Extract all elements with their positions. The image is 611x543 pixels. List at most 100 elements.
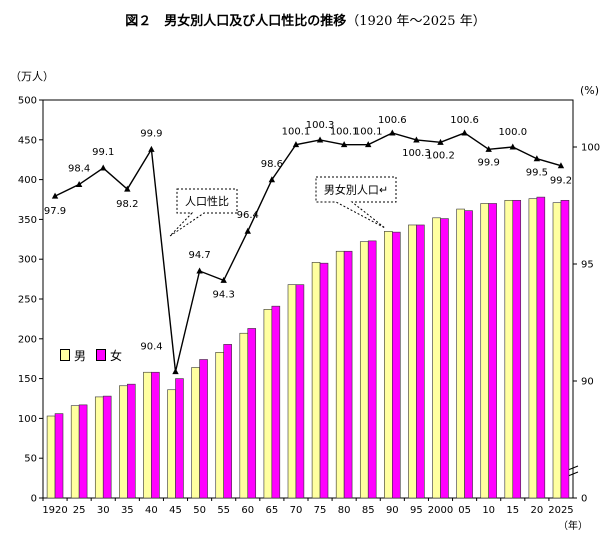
ratio-marker [485, 145, 492, 152]
left-tick-label: 200 [18, 334, 37, 345]
bar-male [359, 241, 369, 499]
left-tick-label: 50 [24, 454, 37, 465]
ratio-data-label: 99.2 [550, 176, 572, 187]
bar-male [94, 396, 104, 499]
bar-male [191, 367, 200, 499]
ratio-marker [196, 267, 203, 274]
axis-break-mark [567, 465, 579, 477]
left-tick-label: 100 [18, 414, 37, 425]
left-tick-label: 350 [18, 215, 37, 226]
ratio-marker [340, 141, 348, 148]
ratio-data-label: 100.1 [330, 127, 359, 138]
bar-female [102, 395, 112, 499]
ratio-marker [533, 155, 541, 162]
left-tick-label: 450 [18, 135, 37, 146]
ratio-marker [557, 162, 565, 169]
ratio-data-label: 96.4 [237, 210, 259, 221]
bar-female [488, 203, 497, 499]
left-tick-label: 500 [18, 96, 37, 107]
x-tick-label: 60 [241, 505, 254, 516]
ratio-data-label: 100.3 [402, 148, 431, 159]
x-tick-label: 65 [265, 505, 278, 516]
ratio-data-label: 100.3 [306, 120, 335, 131]
bar-female [223, 344, 232, 499]
x-tick-label: 50 [193, 505, 206, 516]
ratio-data-label: 90.4 [140, 342, 162, 353]
ratio-marker [244, 227, 251, 234]
bar-female [175, 378, 184, 499]
x-tick-label: 30 [97, 505, 110, 516]
bar-female [271, 305, 281, 499]
x-tick-label: 45 [169, 505, 182, 516]
bar-female [416, 224, 425, 499]
ratio-marker [509, 143, 516, 150]
x-tick-label: 25 [73, 505, 86, 516]
legend-swatch-female [96, 349, 107, 361]
bar-male [70, 405, 80, 499]
ratio-marker [148, 145, 155, 152]
bar-male [432, 217, 441, 499]
right-tick-label: 0 [581, 494, 587, 505]
ratio-marker [75, 180, 83, 187]
ratio-data-label: 97.9 [44, 206, 66, 217]
bar-female [536, 196, 546, 499]
x-tick-label: 90 [386, 505, 399, 516]
ratio-marker [461, 129, 468, 136]
bar-male [456, 208, 465, 499]
ratio-data-label: 99.1 [92, 147, 114, 158]
right-tick-label: 100 [581, 143, 600, 154]
bar-female [295, 284, 305, 499]
bar-female [512, 199, 522, 499]
ratio-data-label: 100.1 [354, 127, 383, 138]
bar-female [440, 218, 449, 499]
ratio-marker [316, 136, 324, 143]
x-tick-label: 35 [121, 505, 134, 516]
bar-female [560, 199, 570, 499]
bar-female [319, 262, 329, 499]
right-axis-unit: (%) [580, 84, 600, 97]
x-tick-label: 75 [314, 505, 327, 516]
bar-female [199, 359, 208, 499]
ratio-marker [292, 141, 300, 148]
ratio-data-label: 94.3 [213, 289, 235, 300]
x-tick-label: 1920 [42, 505, 67, 516]
legend: 男 女 [60, 346, 130, 364]
bar-male [119, 385, 128, 499]
ratio-marker [365, 141, 372, 148]
ratio-data-label: 100.6 [450, 115, 479, 126]
left-tick-label: 0 [31, 494, 37, 505]
ratio-marker [220, 276, 227, 283]
bar-male [528, 198, 538, 499]
legend-label-male: 男 [74, 348, 87, 363]
bar-female [247, 328, 257, 499]
left-tick-label: 400 [18, 175, 37, 186]
ratio-data-label: 98.6 [261, 159, 283, 170]
bar-female [78, 404, 88, 499]
ratio-data-label: 98.4 [68, 163, 90, 174]
x-tick-label: 40 [145, 505, 158, 516]
ratio-data-label: 98.2 [116, 199, 138, 210]
ratio-data-label: 99.5 [526, 168, 548, 179]
bar-female [127, 383, 136, 499]
left-axis-unit: （万人） [10, 70, 54, 83]
title-main: 図２ 男女別人口及び人口性比の推移 [125, 14, 347, 29]
callout-sex-ratio-text: 人口性比 [185, 194, 229, 208]
bar-male [287, 284, 297, 499]
bar-female [343, 250, 353, 499]
x-tick-label: 10 [482, 505, 495, 516]
bar-male [167, 389, 176, 499]
callout-sex-ratio-box [169, 188, 238, 237]
left-tick-label: 150 [18, 374, 37, 385]
ratio-data-label: 100.0 [498, 127, 527, 138]
bar-male [239, 332, 249, 499]
legend-swatch-male [60, 349, 70, 361]
bar-male [408, 224, 417, 499]
x-axis-unit: （年） [558, 521, 588, 532]
ratio-marker [268, 176, 276, 183]
bar-female [392, 231, 401, 499]
ratio-data-label: 100.2 [426, 150, 455, 161]
x-tick-label: 55 [217, 505, 230, 516]
bar-male [46, 415, 56, 499]
ratio-data-label: 99.9 [478, 157, 500, 168]
